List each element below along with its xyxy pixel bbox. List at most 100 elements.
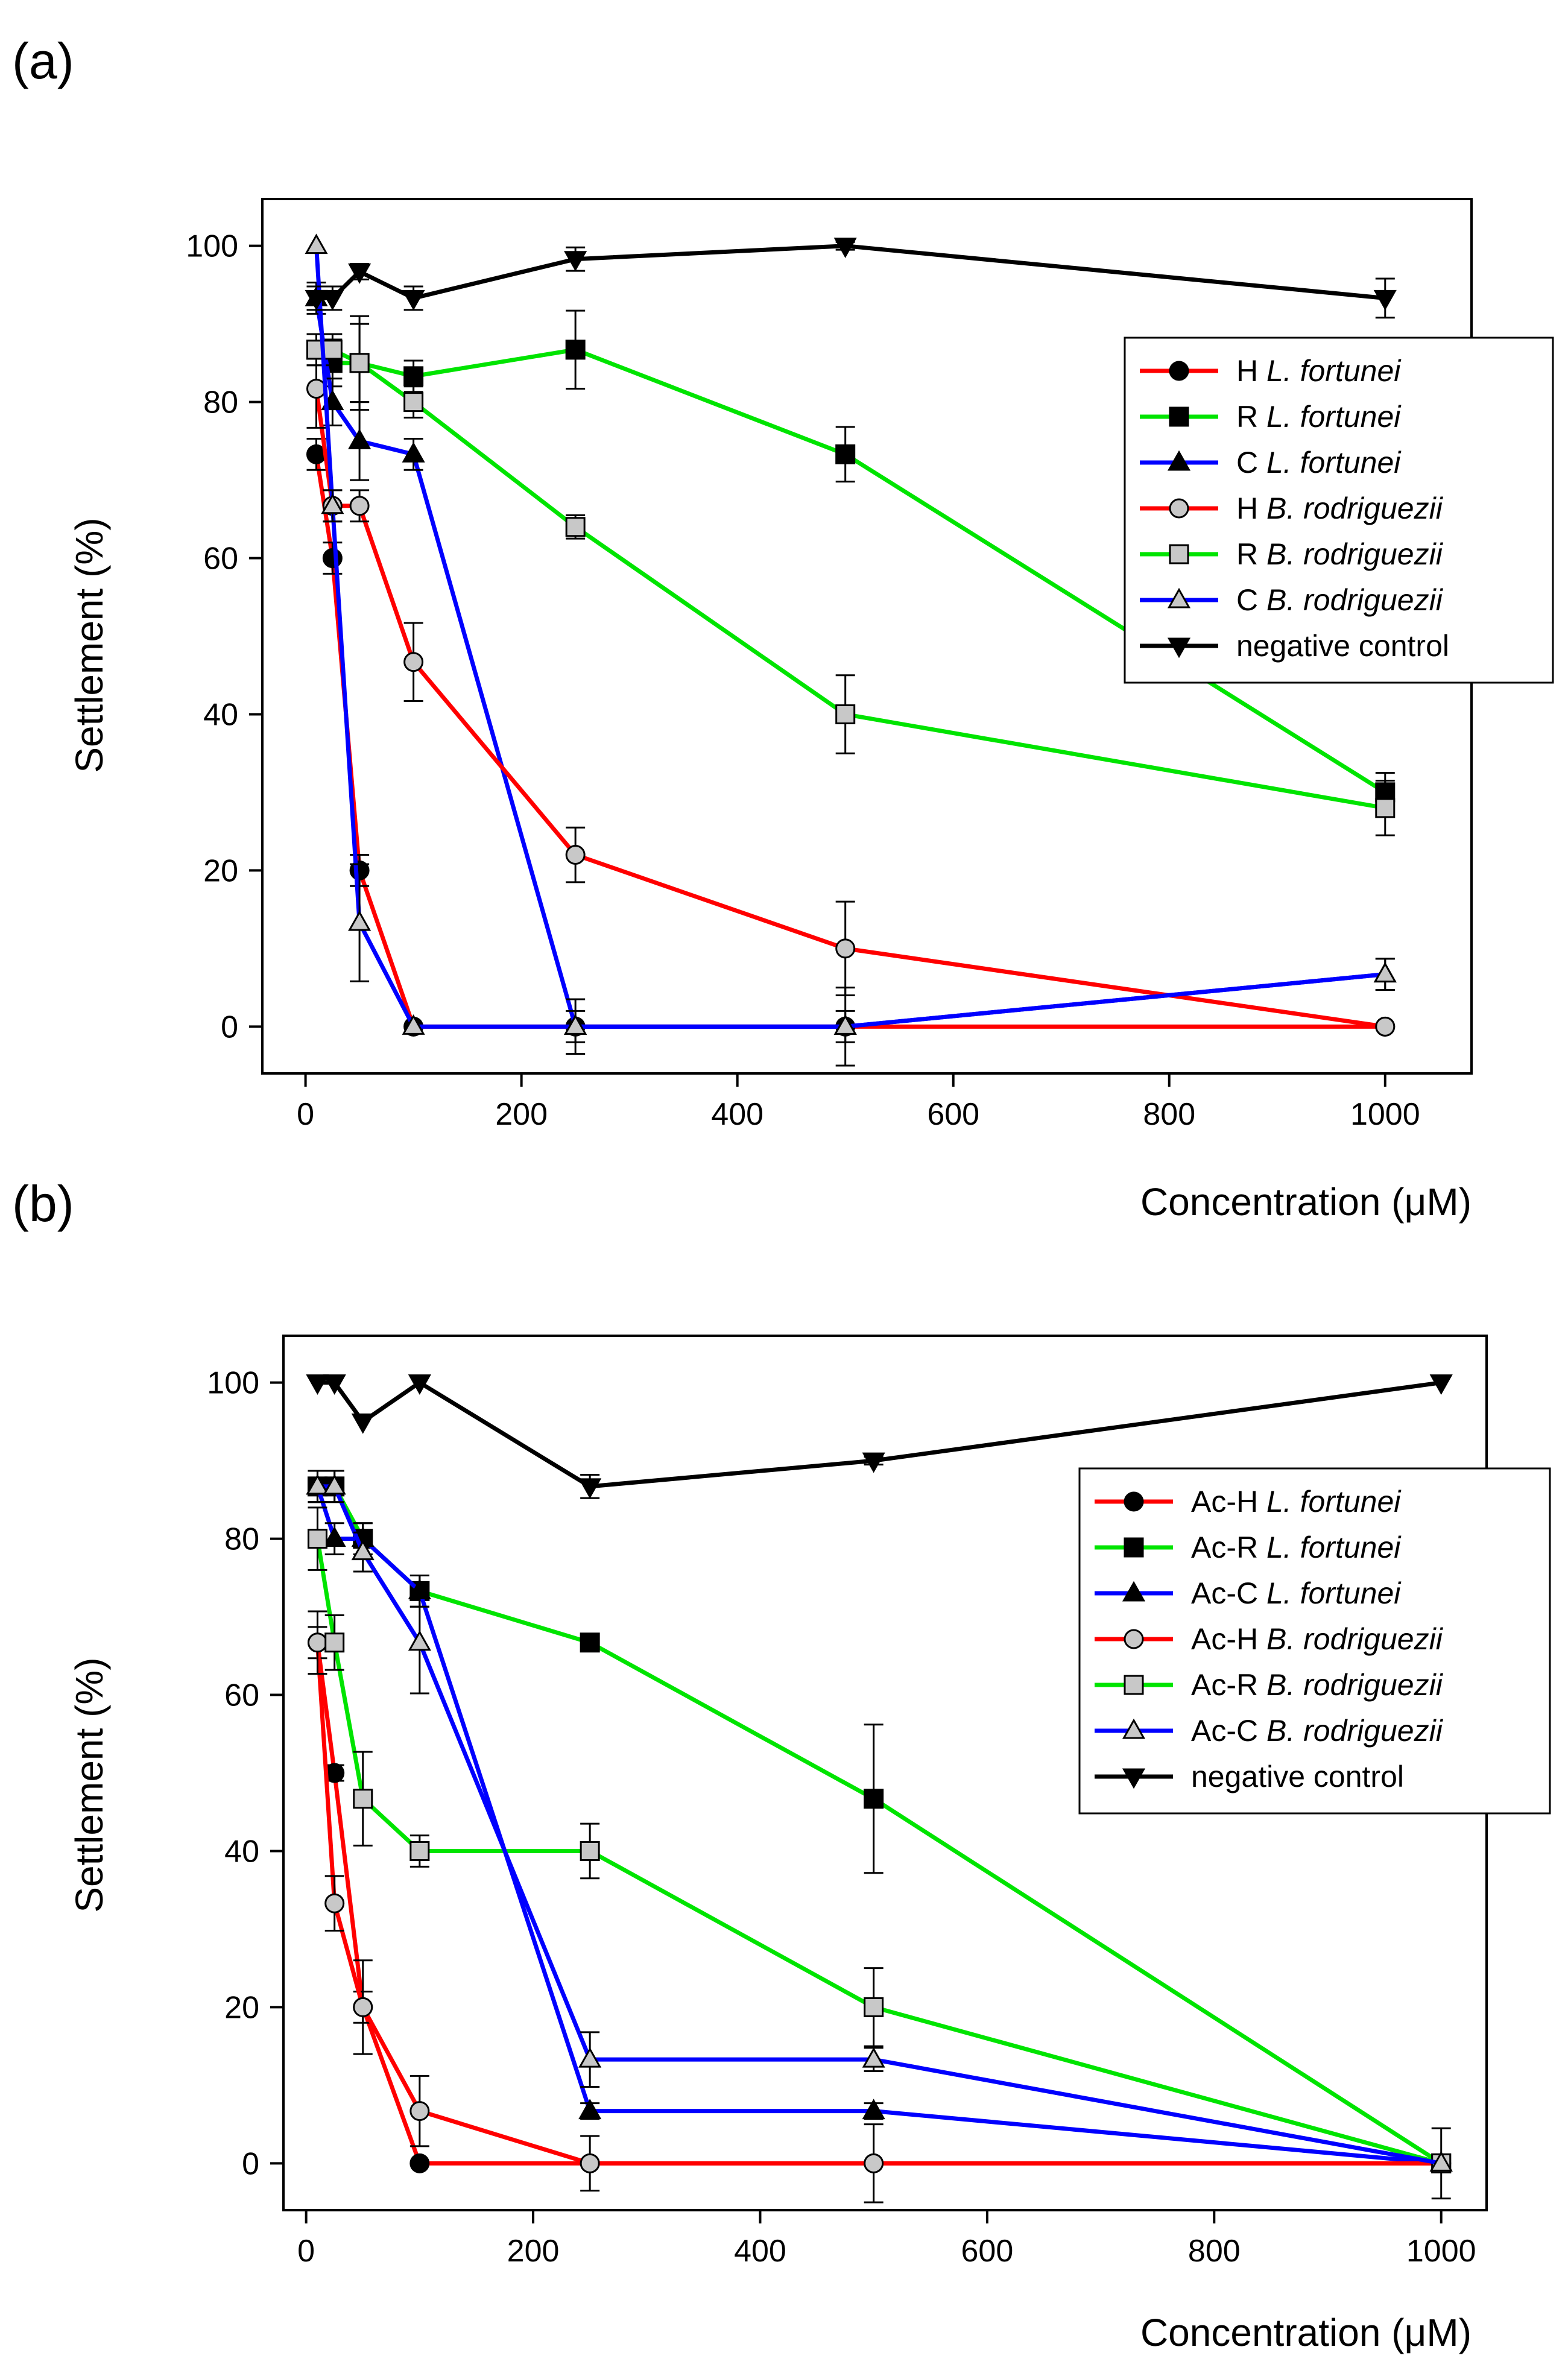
legend-entry-prefix: H — [1236, 491, 1266, 525]
legend-swatch-marker — [1124, 1675, 1144, 1695]
data-point — [408, 1374, 431, 1395]
legend: Ac-H L. fortunei Ac-R L. fortunei Ac-C L. … — [1078, 1467, 1551, 1815]
y-tick-label: 40 — [203, 697, 238, 732]
legend-entry-species: B. rodriguezii — [1266, 1714, 1444, 1748]
legend-entry: H B. rodriguezii — [1236, 491, 1444, 525]
legend-entry-prefix: C — [1236, 446, 1266, 479]
data-point — [864, 2153, 884, 2173]
legend-swatch-marker — [1124, 1629, 1144, 1649]
data-point — [408, 1630, 431, 1651]
y-tick-label: 40 — [224, 1834, 259, 1869]
y-tick-label: 20 — [224, 1990, 259, 2025]
chart-panel-b: (b) Settlement (%) Concentration (μM) 0 2… — [12, 1175, 1551, 2354]
legend-entry: Ac-C L. fortunei — [1191, 1576, 1402, 1610]
legend-entry-prefix: H — [1236, 354, 1266, 388]
data-point — [322, 340, 343, 360]
data-point — [353, 1997, 373, 2017]
legend-entry-species: L. fortunei — [1266, 354, 1402, 388]
legend-entry: negative control — [1191, 1760, 1404, 1793]
legend-entry: R L. fortunei — [1236, 400, 1402, 434]
legend-entry-species: B. rodriguezii — [1266, 1622, 1444, 1656]
y-tick-label: 100 — [186, 229, 238, 264]
data-point — [403, 652, 424, 672]
data-point — [833, 238, 857, 258]
data-point — [864, 1789, 884, 1809]
legend-entry-prefix: Ac-R — [1191, 1668, 1266, 1702]
legend-swatch-marker — [1169, 498, 1189, 519]
data-point — [578, 2047, 602, 2068]
y-tick-label: 0 — [242, 2146, 259, 2181]
legend-entry-species: L. fortunei — [1266, 446, 1402, 479]
data-point — [348, 263, 371, 284]
x-tick-label: 600 — [961, 2234, 1014, 2269]
legend-entry: Ac-C B. rodriguezii — [1191, 1714, 1444, 1748]
legend-entry-prefix: negative control — [1236, 629, 1449, 663]
y-tick-label: 0 — [221, 1010, 238, 1044]
legend-entry: negative control — [1236, 629, 1449, 663]
x-tick-label: 800 — [1143, 1097, 1195, 1132]
data-point — [564, 251, 587, 271]
x-tick-label: 200 — [507, 2234, 560, 2269]
plot-area-a: 0 200 400 600 800 1000 0 20 40 60 80 100 H L. fortun… — [186, 198, 1554, 1132]
data-point — [1375, 798, 1396, 818]
x-tick-label: 1000 — [1350, 1097, 1420, 1132]
data-point — [578, 1478, 602, 1499]
data-point — [305, 289, 328, 311]
data-point — [409, 2101, 430, 2122]
series-6 — [306, 1470, 1453, 2172]
data-point — [833, 1014, 857, 1035]
legend-entry: Ac-H B. rodriguezii — [1191, 1622, 1444, 1656]
legend-entry-species: B. rodriguezii — [1266, 537, 1444, 571]
legend-swatch-marker — [1169, 406, 1189, 427]
x-tick-label: 400 — [734, 2234, 786, 2269]
data-point — [1429, 2151, 1453, 2172]
data-point — [835, 938, 856, 959]
legend-swatch-marker — [1169, 361, 1189, 381]
legend-entry-prefix: Ac-C — [1191, 1714, 1266, 1748]
data-point — [323, 1474, 346, 1495]
data-point — [324, 1893, 345, 1913]
legend-entry: R B. rodriguezii — [1236, 537, 1444, 571]
legend-entry-species: L. fortunei — [1266, 400, 1402, 434]
data-point — [402, 442, 425, 463]
legend-entry: Ac-H L. fortunei — [1191, 1485, 1402, 1518]
legend-swatch-marker — [1169, 544, 1189, 564]
data-point — [864, 1997, 884, 2017]
series-5 — [307, 1506, 1452, 2200]
data-point — [580, 1632, 600, 1653]
legend-entry: Ac-R B. rodriguezii — [1191, 1668, 1444, 1702]
data-point — [580, 2153, 600, 2173]
y-axis-title: Settlement (%) — [68, 517, 111, 773]
plot-area-b: 0 200 400 600 800 1000 0 20 40 60 80 100 Ac-H L. for… — [207, 1335, 1551, 2269]
legend-swatch-marker — [1124, 1491, 1144, 1512]
x-tick-label: 600 — [927, 1097, 979, 1132]
data-point — [1373, 289, 1397, 311]
data-point — [402, 289, 425, 311]
data-point — [565, 340, 586, 360]
data-point — [307, 1632, 327, 1653]
data-point — [564, 1014, 587, 1035]
y-tick-label: 20 — [203, 853, 238, 888]
data-point — [323, 1374, 346, 1395]
legend-swatch-marker — [1167, 450, 1191, 471]
data-point — [306, 1474, 329, 1495]
y-tick-label: 80 — [203, 385, 238, 420]
data-point — [565, 517, 586, 537]
legend-entry-prefix: negative control — [1191, 1760, 1404, 1793]
data-point — [402, 1014, 425, 1035]
chart-panel-a: (a) Settlement (%) Concentration (μM) 0 2… — [12, 33, 1554, 1224]
data-point — [349, 353, 370, 373]
data-point — [1375, 1016, 1396, 1037]
y-axis-title: Settlement (%) — [68, 1657, 111, 1912]
x-tick-label: 0 — [297, 1097, 314, 1132]
legend-entry-species: L. fortunei — [1266, 1485, 1402, 1518]
legend-swatch-marker — [1124, 1537, 1144, 1558]
data-point — [353, 1789, 373, 1809]
data-point — [835, 444, 856, 464]
x-tick-label: 400 — [711, 1097, 763, 1132]
data-point — [403, 366, 424, 387]
data-point — [580, 1841, 600, 1861]
legend-swatch-marker — [1122, 1768, 1146, 1789]
